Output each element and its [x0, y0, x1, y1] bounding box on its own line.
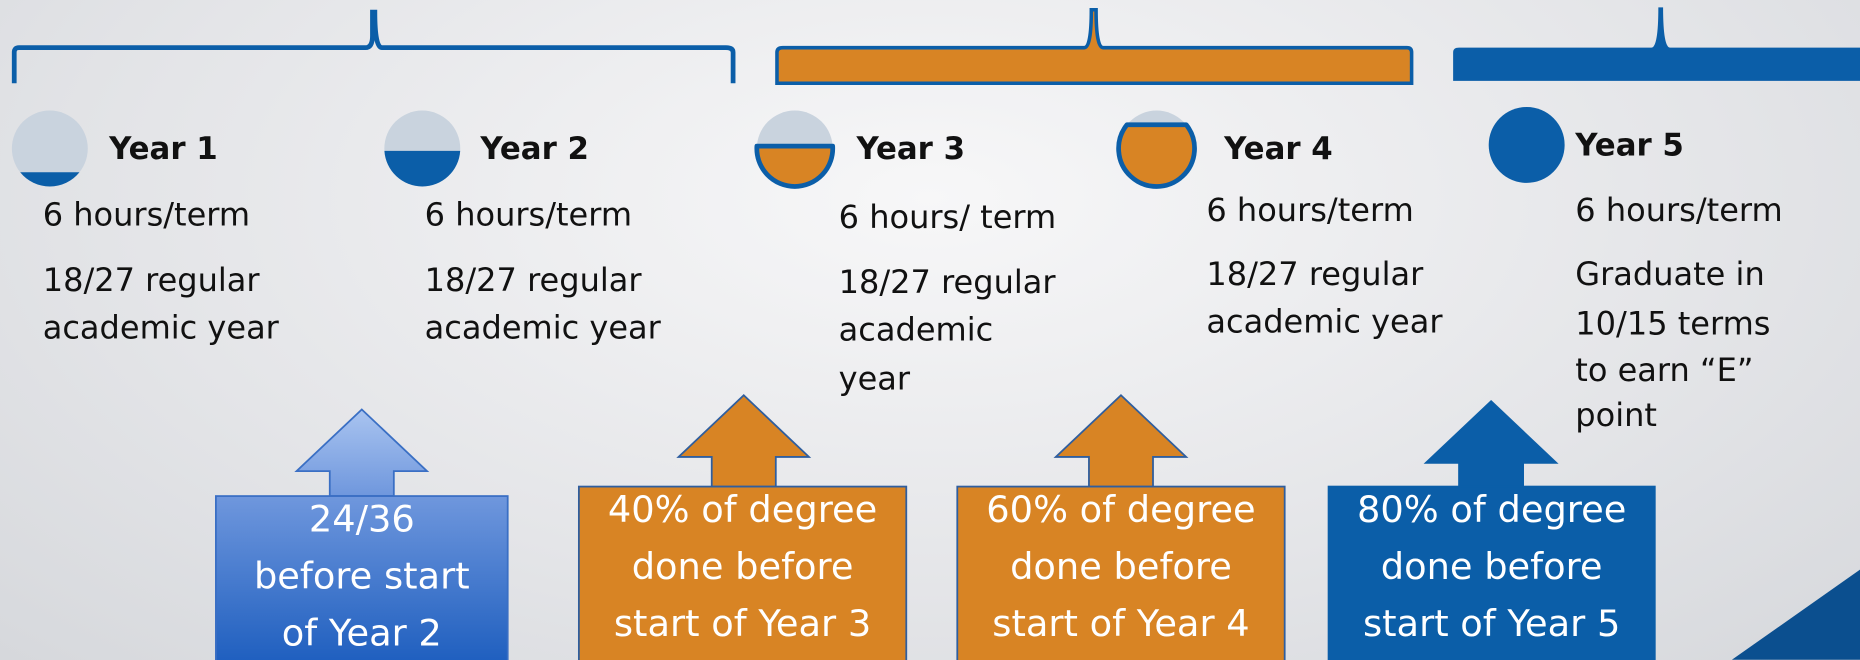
year-label: Year 5	[1574, 128, 1684, 164]
progress-icon-fill	[20, 172, 80, 187]
callout-text: start of Year 4	[992, 602, 1249, 645]
callout-text: of Year 2	[282, 612, 442, 655]
callout-box	[1327, 485, 1656, 660]
year-label: Year 2	[479, 131, 589, 167]
callout-text: done before	[1381, 545, 1603, 588]
year-text: 6 hours/term	[1575, 191, 1782, 229]
year-label: Year 4	[1223, 131, 1333, 167]
year-text: to earn “E”	[1575, 351, 1753, 389]
arrow	[1423, 399, 1559, 488]
progress-icon-fill	[1488, 106, 1565, 183]
year-text: point	[1575, 396, 1657, 434]
year-text: 6 hours/term	[43, 196, 250, 234]
progress-icon-fill	[384, 150, 461, 187]
year-text: academic year	[425, 308, 662, 346]
arrow	[1053, 394, 1189, 488]
bracket	[1453, 7, 1860, 81]
callout-text: 80% of degree	[1357, 488, 1626, 531]
year-label: Year 3	[855, 131, 965, 167]
year-text: academic	[839, 311, 994, 349]
callout-text: done before	[632, 545, 854, 588]
year-text: 18/27 regular	[839, 263, 1057, 301]
year-text: 18/27 regular	[43, 261, 261, 299]
progress-icon-fill	[1116, 122, 1197, 189]
callout-text: start of Year 3	[614, 602, 871, 645]
arrow	[294, 408, 430, 497]
year-text: 6 hours/term	[425, 196, 632, 234]
year-text: 18/27 regular	[1206, 255, 1424, 293]
progress-icon-bg	[11, 110, 88, 187]
year-label: Year 1	[108, 131, 218, 167]
year-text: 18/27 regular	[425, 261, 643, 299]
callout-box	[577, 485, 908, 660]
callout-text: start of Year 5	[1363, 602, 1620, 645]
year-text: year	[839, 359, 911, 397]
bracket	[775, 7, 1414, 86]
year-text: 6 hours/term	[1206, 191, 1413, 229]
bracket	[11, 9, 736, 84]
year-text: Graduate in	[1575, 255, 1764, 293]
year-text: academic year	[1206, 302, 1443, 340]
year-text: academic year	[43, 308, 280, 346]
year-text: 10/15 terms	[1575, 305, 1770, 343]
callout-box	[956, 485, 1286, 660]
callout-text: before start	[254, 555, 470, 598]
callout-text: 40% of degree	[608, 488, 877, 531]
callout-box	[215, 495, 509, 660]
callout-text: 60% of degree	[986, 488, 1255, 531]
arrow	[676, 394, 812, 488]
year-text: 6 hours/ term	[839, 198, 1057, 236]
progress-icon-fill	[754, 143, 836, 189]
callout-text: 24/36	[309, 498, 415, 541]
decoration	[1731, 569, 1860, 660]
callout-text: done before	[1010, 545, 1232, 588]
